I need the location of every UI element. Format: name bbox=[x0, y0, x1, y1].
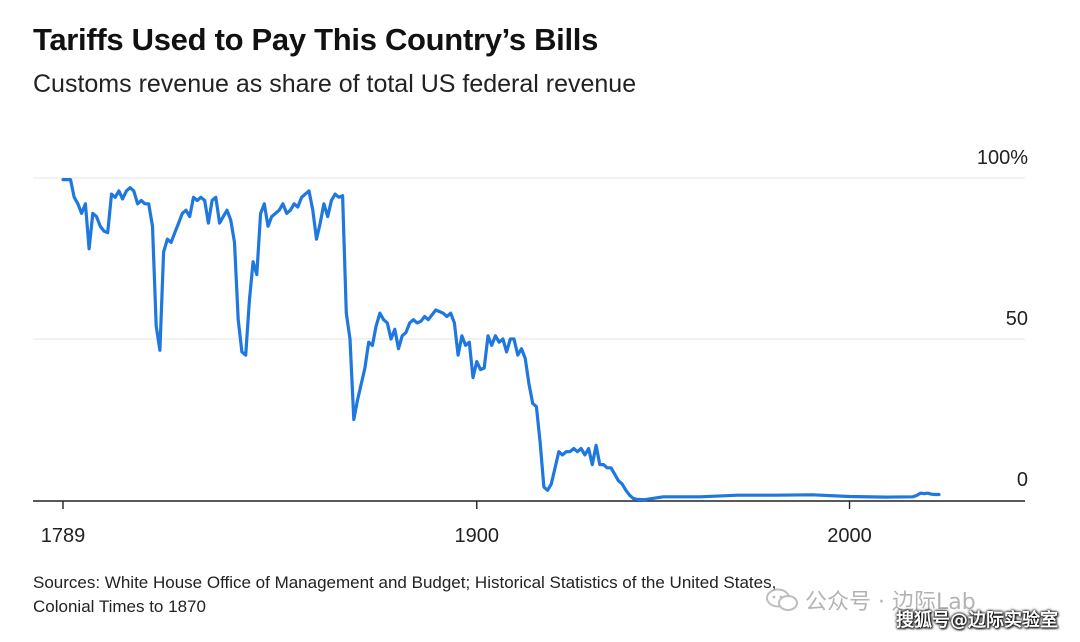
caption-overlay: 搜狐号@边际实验室 bbox=[896, 610, 1058, 631]
y-tick-label-0: 0 bbox=[1017, 469, 1028, 491]
y-tick-label-50: 50 bbox=[1006, 308, 1028, 330]
x-tick-label-1789: 1789 bbox=[41, 525, 86, 547]
y-tick-label-100: 100% bbox=[977, 147, 1028, 169]
series-layer bbox=[61, 178, 941, 502]
line-chart: 0 50 100% 1789 1900 2000 bbox=[33, 147, 1028, 547]
chart-subtitle: Customs revenue as share of total US fed… bbox=[33, 70, 637, 98]
y-axis-labels: 0 50 100% bbox=[977, 147, 1028, 491]
wechat-icon bbox=[766, 588, 798, 611]
chart-title: Tariffs Used to Pay This Country’s Bills bbox=[33, 22, 599, 57]
x-tick-label-2000: 2000 bbox=[827, 525, 872, 547]
x-axis-labels: 1789 1900 2000 bbox=[41, 525, 872, 547]
sources-note: Sources: White House Office of Managemen… bbox=[33, 571, 993, 619]
series-line-0 bbox=[61, 178, 941, 502]
gridlines bbox=[33, 177, 1025, 340]
sources-line-1: Sources: White House Office of Managemen… bbox=[33, 573, 777, 592]
watermark: 公众号 · 边际Lab bbox=[765, 582, 976, 618]
x-axis bbox=[33, 500, 1025, 509]
x-tick-label-1900: 1900 bbox=[455, 525, 500, 547]
watermark-text: 公众号 · 边际Lab bbox=[805, 590, 976, 615]
sources-line-2: Colonial Times to 1870 bbox=[33, 597, 206, 616]
